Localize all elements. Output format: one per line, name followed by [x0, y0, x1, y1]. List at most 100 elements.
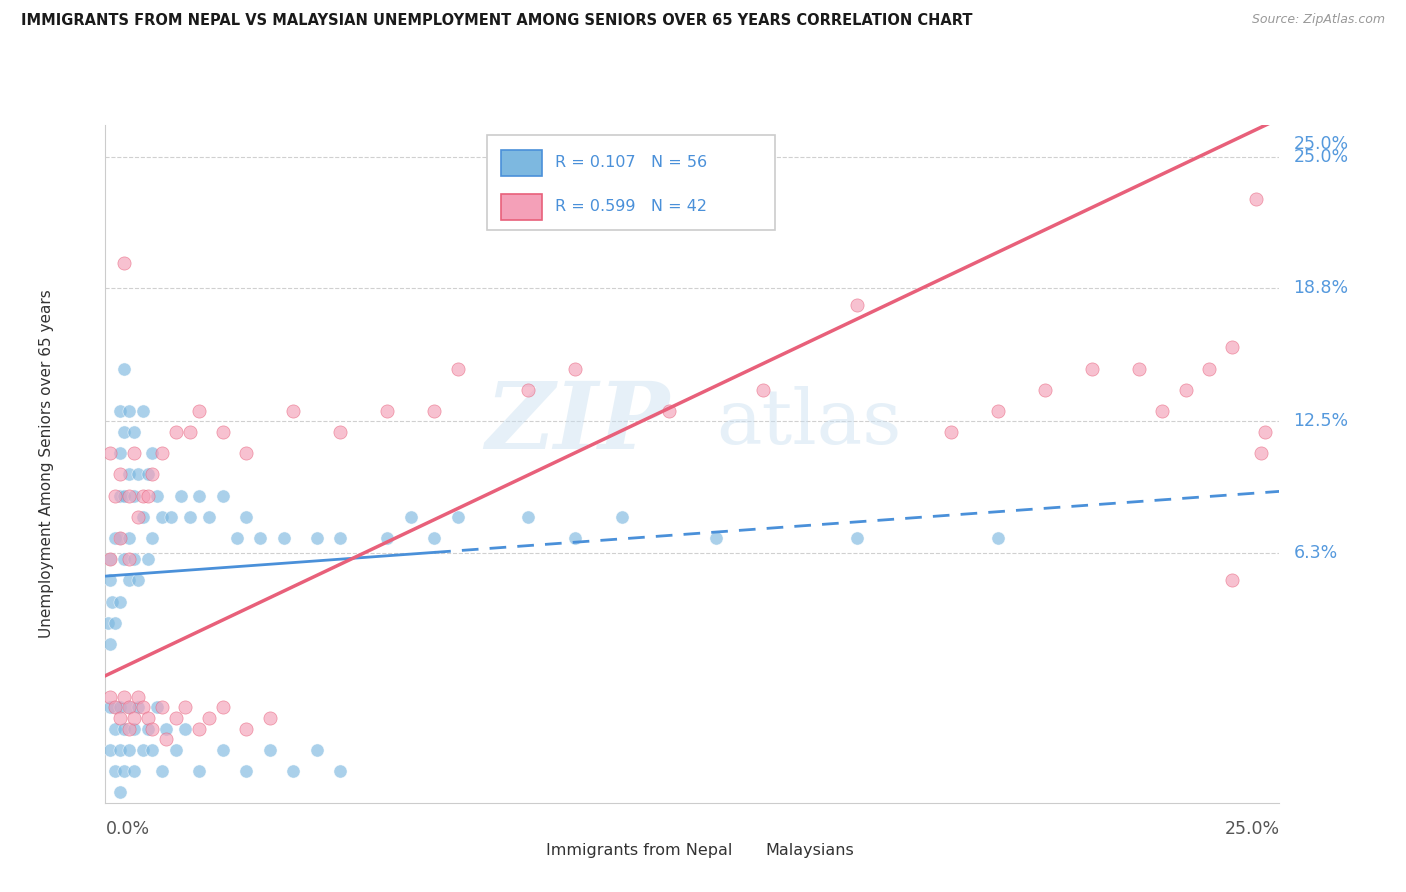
Point: [98, 700, 121, 714]
Point: [235, 722, 257, 736]
Point: [118, 722, 141, 736]
Point: [1222, 574, 1244, 588]
Point: [104, 764, 127, 778]
Point: [118, 531, 141, 545]
Point: [112, 255, 135, 269]
Text: 25.0%: 25.0%: [1294, 148, 1348, 166]
Point: [1244, 192, 1267, 206]
Point: [165, 743, 187, 757]
Point: [98, 446, 121, 460]
Point: [136, 711, 159, 725]
Point: [188, 489, 211, 503]
Point: [375, 404, 398, 418]
Point: [249, 531, 271, 545]
Point: [127, 690, 149, 704]
Point: [610, 509, 633, 524]
Point: [101, 594, 124, 608]
Point: [423, 404, 446, 418]
Point: [108, 467, 131, 482]
Point: [375, 531, 398, 545]
Point: [122, 711, 145, 725]
Point: [141, 467, 163, 482]
Point: [188, 404, 211, 418]
Point: [118, 743, 141, 757]
Point: [112, 489, 135, 503]
Text: 6.3%: 6.3%: [1294, 544, 1337, 562]
Point: [1033, 383, 1056, 397]
Point: [235, 446, 257, 460]
Point: [98, 574, 121, 588]
Point: [174, 722, 197, 736]
Point: [146, 489, 169, 503]
Point: [104, 489, 127, 503]
Point: [98, 690, 121, 704]
Point: [127, 509, 149, 524]
Point: [112, 764, 135, 778]
FancyBboxPatch shape: [501, 150, 543, 176]
Point: [141, 722, 163, 736]
Point: [108, 743, 131, 757]
Point: [211, 743, 233, 757]
Point: [517, 383, 540, 397]
Point: [118, 574, 141, 588]
Point: [104, 700, 127, 714]
Point: [845, 531, 868, 545]
Point: [517, 509, 540, 524]
FancyBboxPatch shape: [716, 838, 754, 863]
Point: [97, 615, 120, 630]
Point: [939, 425, 962, 439]
Point: [150, 509, 173, 524]
Text: Malaysians: Malaysians: [765, 844, 853, 858]
Point: [141, 743, 163, 757]
Point: [150, 764, 173, 778]
Point: [174, 700, 197, 714]
Point: [179, 425, 201, 439]
Point: [752, 383, 775, 397]
Point: [127, 467, 149, 482]
Point: [118, 467, 141, 482]
Point: [108, 785, 131, 799]
Point: [98, 743, 121, 757]
Text: IMMIGRANTS FROM NEPAL VS MALAYSIAN UNEMPLOYMENT AMONG SENIORS OVER 65 YEARS CORR: IMMIGRANTS FROM NEPAL VS MALAYSIAN UNEMP…: [21, 13, 973, 29]
Point: [987, 531, 1010, 545]
Point: [108, 594, 131, 608]
Point: [104, 531, 127, 545]
Point: [165, 711, 187, 725]
Text: 18.8%: 18.8%: [1294, 279, 1348, 297]
Point: [845, 298, 868, 312]
Point: [122, 425, 145, 439]
Point: [132, 489, 155, 503]
Text: Source: ZipAtlas.com: Source: ZipAtlas.com: [1251, 13, 1385, 27]
Point: [132, 404, 155, 418]
Point: [987, 404, 1010, 418]
Point: [283, 764, 305, 778]
Point: [197, 509, 219, 524]
Point: [127, 574, 149, 588]
Point: [122, 552, 145, 566]
Point: [112, 722, 135, 736]
Point: [283, 404, 305, 418]
Point: [132, 743, 155, 757]
Point: [211, 700, 233, 714]
Point: [1080, 361, 1102, 376]
Point: [169, 489, 191, 503]
Point: [112, 425, 135, 439]
Point: [329, 764, 352, 778]
Point: [150, 446, 173, 460]
Text: R = 0.599   N = 42: R = 0.599 N = 42: [555, 200, 707, 214]
Point: [118, 404, 141, 418]
Point: [108, 489, 131, 503]
Point: [1150, 404, 1173, 418]
Text: 25.0%: 25.0%: [1225, 820, 1279, 838]
Point: [150, 700, 173, 714]
Point: [122, 764, 145, 778]
Point: [136, 722, 159, 736]
Text: R = 0.107   N = 56: R = 0.107 N = 56: [555, 155, 707, 170]
Point: [179, 509, 201, 524]
Point: [259, 711, 281, 725]
Point: [226, 531, 249, 545]
Point: [160, 509, 183, 524]
Point: [235, 764, 257, 778]
Point: [108, 531, 131, 545]
Point: [98, 637, 121, 651]
